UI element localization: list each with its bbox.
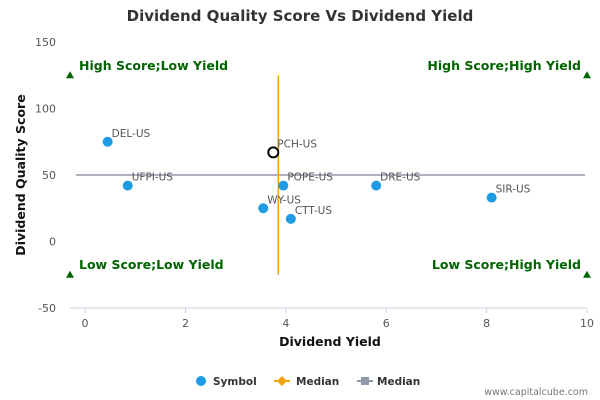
data-point[interactable] — [371, 180, 382, 191]
legend-diamond-icon — [277, 376, 287, 386]
data-point-label: SIR-US — [496, 184, 531, 196]
x-tick-label: 10 — [580, 317, 594, 330]
y-tick-label: 50 — [42, 169, 56, 182]
data-point[interactable] — [486, 192, 497, 203]
axis-ticks: 0 2 4 6 8 10 150 100 50 0 -50 — [35, 36, 594, 330]
quadrant-layer: High Score;Low Yield High Score;High Yie… — [66, 58, 591, 278]
quadrant-marker-icon — [66, 270, 74, 278]
quadrant-marker-icon — [66, 71, 74, 79]
quadrant-marker-icon — [583, 270, 591, 278]
x-tick-label: 2 — [182, 317, 189, 330]
quadrant-top-left: High Score;Low Yield — [79, 58, 228, 73]
data-point-label: DEL-US — [112, 128, 151, 140]
data-points: DEL-US UFPI-US WY-US POPE-US CTT-US DRE-US SIR… — [102, 128, 531, 224]
legend-item-symbol[interactable]: Symbol — [196, 376, 257, 388]
chart-title: Dividend Quality Score Vs Dividend Yield — [127, 7, 474, 25]
data-point[interactable] — [102, 136, 113, 147]
highlighted-point-label: PCH-US — [277, 138, 317, 150]
median-lines — [76, 75, 585, 275]
legend-label-symbol: Symbol — [213, 376, 257, 388]
data-point-label: UFPI-US — [132, 172, 174, 184]
data-point-label: POPE-US — [287, 172, 333, 184]
data-point[interactable] — [258, 203, 269, 214]
x-tick-label: 6 — [383, 317, 390, 330]
data-point-label: WY-US — [267, 194, 301, 206]
legend-square-icon — [361, 377, 369, 385]
legend-label-median-yield: Median — [296, 376, 339, 388]
legend-item-median-yield[interactable]: Median — [274, 376, 339, 388]
highlighted-point[interactable] — [267, 146, 280, 159]
quadrant-marker-icon — [583, 71, 591, 79]
legend-item-median-score[interactable]: Median — [357, 376, 420, 388]
quadrant-top-right: High Score;High Yield — [427, 58, 581, 73]
data-point-label: CTT-US — [295, 205, 332, 217]
data-point[interactable] — [285, 213, 296, 224]
legend: Symbol Median Median — [196, 376, 420, 388]
legend-label-median-score: Median — [377, 376, 420, 388]
x-axis-title: Dividend Yield — [279, 334, 381, 349]
data-point-label: DRE-US — [380, 172, 420, 184]
y-tick-label: 0 — [49, 236, 56, 249]
x-tick-label: 4 — [282, 317, 289, 330]
x-tick-label: 0 — [82, 317, 89, 330]
data-point[interactable] — [278, 180, 289, 191]
x-tick-label: 8 — [483, 317, 490, 330]
quadrant-bottom-left: Low Score;Low Yield — [79, 257, 224, 272]
y-tick-label: -50 — [38, 302, 56, 315]
quadrant-bottom-right: Low Score;High Yield — [432, 257, 581, 272]
credit-text: www.capitalcube.com — [484, 387, 588, 398]
y-axis-title: Dividend Quality Score — [13, 94, 28, 255]
y-tick-label: 100 — [35, 103, 56, 116]
legend-dot-icon — [196, 376, 206, 386]
y-tick-label: 150 — [35, 36, 56, 49]
data-point[interactable] — [122, 180, 133, 191]
